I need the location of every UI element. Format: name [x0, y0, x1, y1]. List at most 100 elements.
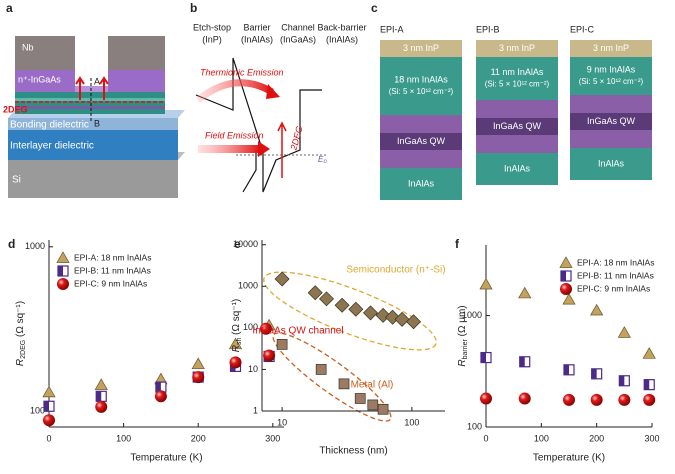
mechanism-label: Field Emission: [205, 130, 264, 140]
data-point: [642, 347, 656, 359]
data-point: [42, 385, 56, 398]
data-point: [518, 392, 531, 405]
marker-shape: [44, 401, 49, 412]
band-edge: [195, 57, 322, 193]
data-point: [590, 393, 603, 406]
y-axis-title-part: 2DEG: [20, 340, 27, 359]
group-outline: [263, 271, 437, 351]
layer-label: InGaAs QW: [493, 121, 542, 131]
marker-shape: [192, 371, 205, 384]
layer-label: Nb: [22, 42, 34, 52]
data-point: [518, 286, 532, 299]
marker-shape: [591, 368, 597, 379]
marker-shape: [590, 393, 603, 406]
data-point: [618, 375, 630, 387]
y-tick-label: 10000: [233, 239, 258, 249]
marker-shape: [43, 414, 55, 427]
marker-shape: [564, 364, 569, 375]
panel-label: e: [234, 237, 241, 251]
spacer-layer: [380, 150, 462, 168]
data-point: [348, 301, 364, 317]
well-layer: [570, 113, 652, 130]
marker-shape: [276, 339, 288, 350]
x-axis-title: Temperature (K): [533, 453, 605, 464]
marker-shape: [562, 292, 576, 305]
cap-layer: [570, 40, 652, 57]
marker-shape: [315, 364, 327, 375]
legend-marker: [57, 278, 69, 290]
data-point: [191, 357, 205, 370]
y-axis-title: Rbarrier (Ω μm): [457, 305, 469, 366]
stack-name: EPI-B: [476, 24, 500, 34]
marker-shape: [642, 347, 656, 359]
field-arrow: [198, 145, 260, 153]
data-point: [43, 414, 55, 427]
legend-label: EPI-B: 11 nm InAlAs: [577, 270, 654, 280]
marker-shape: [57, 278, 69, 290]
marker-shape: [363, 305, 379, 321]
spacer-layer: [476, 100, 558, 118]
data-point: [643, 379, 655, 391]
marker-shape: [480, 392, 492, 405]
data-point: [95, 400, 108, 413]
marker-shape: [519, 356, 525, 367]
data-point: [377, 403, 389, 415]
data-point: [617, 326, 631, 338]
marker-shape: [560, 283, 572, 295]
barrier-layer: [570, 57, 652, 95]
y-tick-label: 1: [253, 405, 258, 415]
data-point: [406, 314, 422, 330]
data-point: [229, 356, 242, 369]
buffer-layer: [476, 153, 558, 185]
marker-shape: [274, 271, 290, 287]
marker-shape: [518, 392, 531, 405]
marker-shape: [559, 256, 573, 268]
channel-label: 2DEG: [3, 104, 28, 114]
marker-shape: [94, 378, 108, 390]
spacer-layer: [570, 95, 652, 113]
cap-layer: [476, 40, 558, 57]
x-tick-label: 300: [265, 433, 280, 443]
panel-b: b Etch-stop (InP) Barrier (InAlAs) Chann…: [190, 1, 367, 193]
marker-shape: [56, 251, 70, 263]
data-point: [263, 349, 276, 362]
data-point: [228, 337, 243, 350]
y-axis-title-part: R: [457, 359, 468, 366]
marker-shape: [518, 286, 532, 299]
layer-label: Bonding dielectric: [10, 120, 89, 131]
well-layer: [476, 118, 558, 135]
data-point: [563, 364, 575, 376]
marker-shape: [58, 266, 63, 276]
y-axis-title: R2DEG (Ω sq⁻¹): [15, 301, 27, 366]
layer-label: 11 nm InAlAs: [491, 67, 544, 77]
layer-label: Si: [12, 175, 21, 186]
layer-label: 9 nm InAlAs: [587, 64, 636, 74]
y-tick-label: 1000: [238, 281, 258, 291]
arrow-head: [258, 141, 270, 157]
layer-label: 3 nm InP: [403, 43, 439, 53]
data-point: [319, 291, 335, 307]
x-axis-title: Thickness (nm): [319, 446, 387, 457]
barrier-layer: [476, 57, 558, 100]
data-point: [367, 399, 379, 411]
cut-label: A: [94, 76, 100, 86]
data-point: [375, 307, 391, 323]
data-point: [363, 305, 379, 321]
marker-shape: [263, 349, 276, 362]
layer-label: (Si: 5 × 10¹² cm⁻²): [485, 80, 550, 89]
marker-shape: [259, 322, 272, 335]
layer-label: Channel: [281, 22, 315, 32]
thermionic-arrow: [195, 79, 274, 103]
data-point: [480, 351, 492, 364]
nb-contact: [15, 36, 75, 70]
data-point: [354, 393, 366, 404]
y-tick-label: 10: [248, 364, 258, 374]
data-point: [394, 311, 410, 327]
data-point: [94, 378, 108, 390]
layer-label: Barrier: [243, 22, 270, 32]
barrier-layer: [380, 57, 462, 115]
layer-label: 3 nm InP: [593, 43, 629, 53]
data-point: [479, 277, 493, 290]
y-axis-title: Rsh (Ω sq⁻¹): [231, 299, 243, 353]
marker-shape: [590, 303, 604, 316]
